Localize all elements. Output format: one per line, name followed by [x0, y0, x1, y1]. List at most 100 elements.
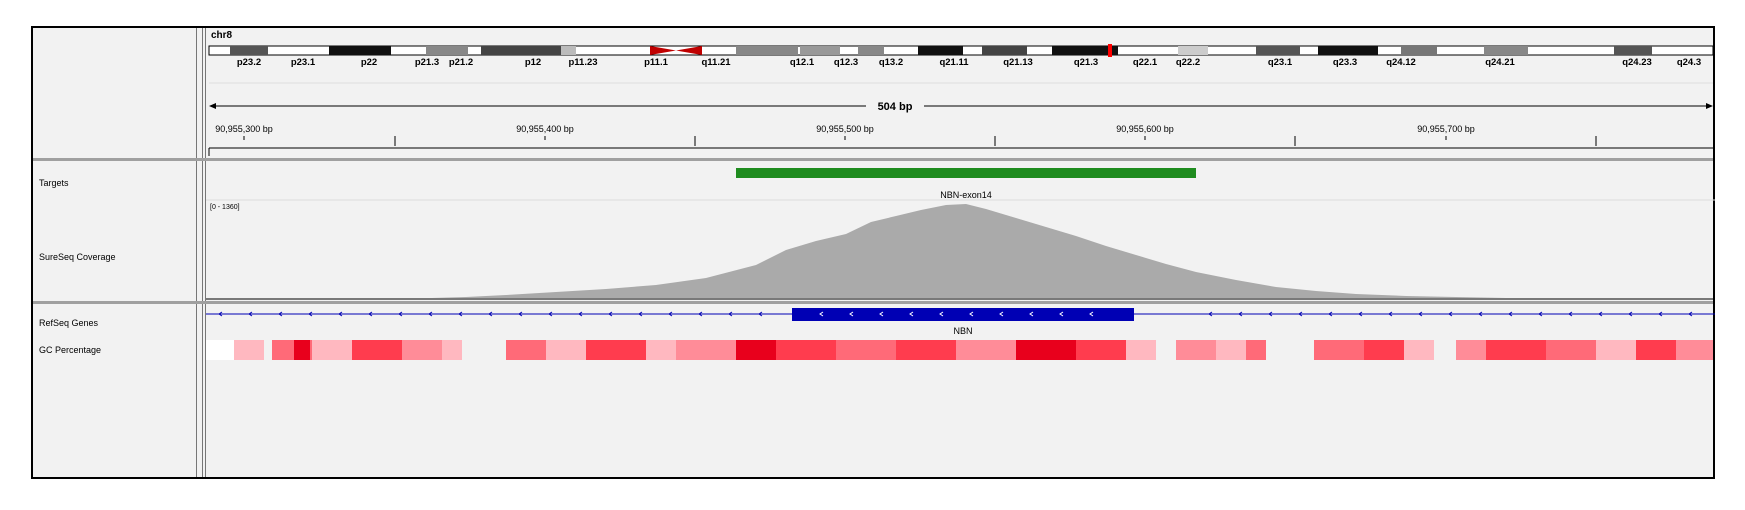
panel-divider-1[interactable]	[33, 158, 1713, 161]
header-name-pane	[33, 28, 197, 158]
ruler-tick-label: 90,955,500 bp	[816, 124, 874, 134]
band-q24.23	[1614, 46, 1652, 55]
band-label: p21.2	[449, 57, 473, 68]
track-name-refseq[interactable]: RefSeq Genes	[39, 318, 99, 328]
band-label: p11.1	[644, 57, 668, 68]
current-locus-marker	[1108, 44, 1112, 57]
header-panel: chr8	[33, 28, 1715, 158]
band-p23.2	[230, 46, 268, 55]
gc-segment	[1216, 340, 1246, 360]
coverage-range-label: [0 - 1360]	[210, 204, 240, 211]
band-p11.23	[561, 46, 576, 55]
gc-segment	[586, 340, 646, 360]
band-label: q22.1	[1133, 57, 1158, 68]
target-feature-label: NBN-exon14	[940, 190, 992, 200]
gc-segment	[1076, 340, 1126, 360]
centromere-marker-right	[676, 46, 702, 55]
band-label: p23.2	[237, 57, 261, 68]
span-arrow-right	[1706, 103, 1713, 109]
gene-exon-block[interactable]	[792, 308, 1134, 321]
gc-segment	[206, 340, 234, 360]
exon-strand-arrows	[819, 311, 1094, 317]
ruler-tick-label: 90,955,300 bp	[215, 124, 273, 134]
gc-segment	[442, 340, 462, 360]
band-p12	[481, 46, 561, 55]
band-q12.3	[800, 46, 840, 55]
data-divider[interactable]	[197, 161, 203, 301]
intron-strand-arrows	[218, 311, 1693, 317]
band-label: q24.12	[1386, 57, 1416, 68]
gc-segment	[1314, 340, 1364, 360]
gc-segment	[294, 340, 310, 360]
band-label: p21.3	[415, 57, 439, 68]
band-label: q24.21	[1485, 57, 1515, 68]
band-label: q24.3	[1677, 57, 1701, 68]
gc-segment	[1636, 340, 1676, 360]
panel-divider-2[interactable]	[33, 301, 1713, 304]
band-label: q21.13	[1003, 57, 1033, 68]
data-data-pane[interactable]: NBN-exon14 [0 - 1360]	[205, 161, 1715, 301]
header-divider[interactable]	[197, 28, 203, 158]
gc-segment	[1126, 340, 1156, 360]
gc-segment	[956, 340, 1016, 360]
band-p21.2	[426, 46, 468, 55]
band-q24.12	[1401, 46, 1437, 55]
igv-window: chr8	[31, 26, 1715, 479]
gc-segment	[1486, 340, 1546, 360]
ruler-tick-label: 90,955,600 bp	[1116, 124, 1174, 134]
data-tracks[interactable]: NBN-exon14 [0 - 1360]	[206, 161, 1715, 301]
data-panel: Targets SureSeq Coverage NBN-exon14 [0 -…	[33, 161, 1715, 301]
feature-panel: RefSeq Genes GC Percentage	[33, 304, 1715, 477]
coverage-area[interactable]	[432, 204, 1506, 298]
band-label: p12	[525, 57, 541, 68]
band-label: q11.21	[701, 57, 731, 68]
gc-percentage-track[interactable]	[206, 340, 1713, 360]
ideogram-and-ruler[interactable]: p23.2 p23.1 p22 p21.3 p21.2 p12 p11.23 p…	[206, 28, 1715, 156]
band-q23.1	[1256, 46, 1300, 55]
track-name-coverage[interactable]: SureSeq Coverage	[39, 252, 116, 262]
band-p22	[329, 46, 391, 55]
feature-tracks[interactable]: NBN	[206, 304, 1715, 475]
track-name-targets[interactable]: Targets	[39, 178, 69, 188]
data-name-pane: Targets SureSeq Coverage	[33, 161, 197, 301]
gc-segment	[234, 340, 264, 360]
feature-divider[interactable]	[197, 304, 203, 477]
band-label: q21.11	[939, 57, 969, 68]
ruler-tick-label: 90,955,400 bp	[516, 124, 574, 134]
band-label: q23.3	[1333, 57, 1357, 68]
gc-segment	[736, 340, 776, 360]
band-label: q23.1	[1268, 57, 1293, 68]
band-q13.2	[858, 46, 884, 55]
ruler-tick-label: 90,955,700 bp	[1417, 124, 1475, 134]
gc-segment	[676, 340, 736, 360]
band-q22.2	[1178, 46, 1208, 55]
band-label: q24.23	[1622, 57, 1652, 68]
band-label: p22	[361, 57, 377, 68]
band-label: q12.1	[790, 57, 815, 68]
band-q21.11	[918, 46, 963, 55]
target-feature-bar[interactable]	[736, 168, 1196, 178]
gc-segment	[352, 340, 402, 360]
band-q12.1	[736, 46, 798, 55]
gc-segment	[1546, 340, 1596, 360]
gc-segment	[312, 340, 352, 360]
feature-name-pane: RefSeq Genes GC Percentage	[33, 304, 197, 477]
ideogram-bands	[230, 46, 1652, 55]
gc-segment	[546, 340, 586, 360]
gc-segment	[1404, 340, 1434, 360]
band-q24.21	[1484, 46, 1528, 55]
centromere-marker	[650, 46, 676, 55]
band-label: q13.2	[879, 57, 903, 68]
gc-segment	[776, 340, 836, 360]
gc-segment	[1364, 340, 1404, 360]
gc-segment	[1456, 340, 1486, 360]
band-q21.3	[1052, 46, 1118, 55]
gc-segment	[646, 340, 676, 360]
band-q21.13	[982, 46, 1027, 55]
header-data-pane[interactable]: chr8	[205, 28, 1715, 158]
ruler-ticks	[243, 136, 1597, 146]
gc-segment	[836, 340, 896, 360]
gc-segment	[1246, 340, 1266, 360]
track-name-gc[interactable]: GC Percentage	[39, 345, 102, 355]
feature-data-pane[interactable]: NBN	[205, 304, 1715, 477]
